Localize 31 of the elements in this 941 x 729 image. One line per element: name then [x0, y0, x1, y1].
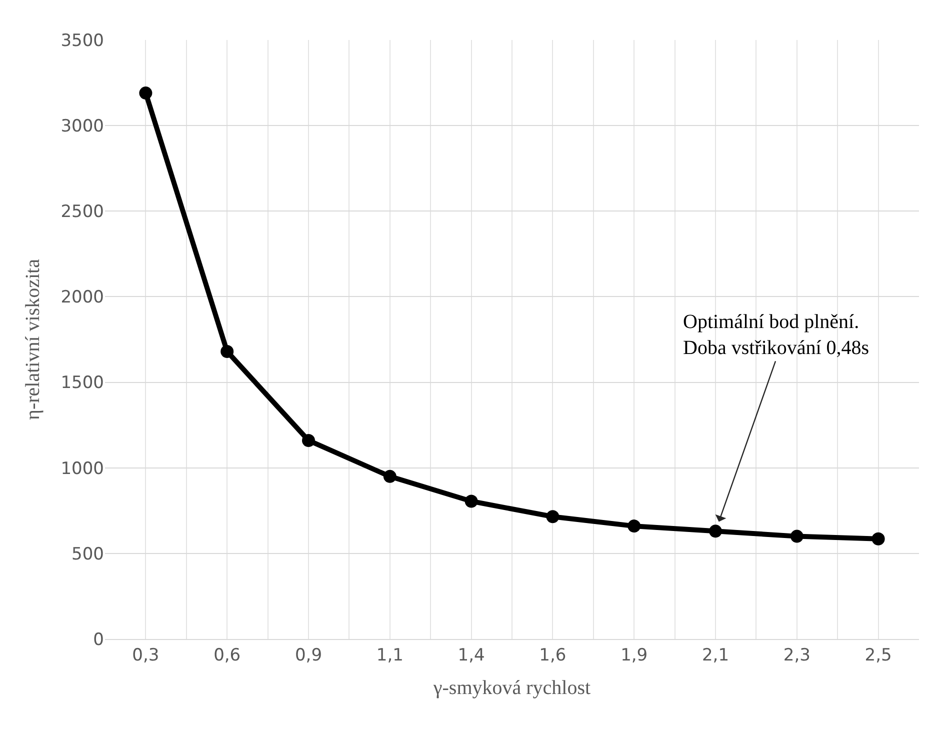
- x-axis-title: γ-smyková rychlost: [432, 676, 592, 699]
- x-tick-label: 2,5: [864, 645, 892, 666]
- point: [464, 494, 478, 508]
- point: [302, 434, 315, 447]
- point: [709, 524, 722, 538]
- point: [546, 510, 560, 524]
- point: [383, 470, 396, 483]
- point: [872, 532, 885, 546]
- y-tick-label: 3500: [60, 30, 104, 51]
- x-tick-label: 0,3: [132, 645, 160, 666]
- y-tick-label: 0: [93, 630, 104, 650]
- x-tick-label: 1,9: [620, 645, 648, 666]
- y-axis-title: η-relativní viskozita: [22, 258, 44, 420]
- y-tick-label: 2000: [60, 288, 104, 308]
- annotation: Optimální bod plnění. Doba vstřikování 0,48s: [683, 311, 870, 359]
- y-tick-label: 3000: [60, 116, 104, 137]
- point: [220, 344, 234, 358]
- y-tick-label: 500: [72, 544, 104, 564]
- x-tick-label: 1,1: [376, 645, 404, 666]
- y-tick-label: 2500: [60, 202, 104, 222]
- x-tick-label: 0,9: [294, 645, 322, 666]
- x-tick-label: 1,4: [458, 645, 485, 666]
- point: [790, 530, 804, 543]
- point: [139, 86, 152, 100]
- y-tick-label: 1000: [60, 458, 104, 479]
- y-tick-label: 1500: [60, 373, 104, 394]
- x-tick-label: 0,6: [214, 645, 241, 666]
- point: [628, 520, 641, 533]
- x-tick-label: 1,6: [539, 645, 566, 666]
- x-tick-label: 2,3: [783, 645, 810, 666]
- x-tick-label: 2,1: [702, 645, 730, 666]
